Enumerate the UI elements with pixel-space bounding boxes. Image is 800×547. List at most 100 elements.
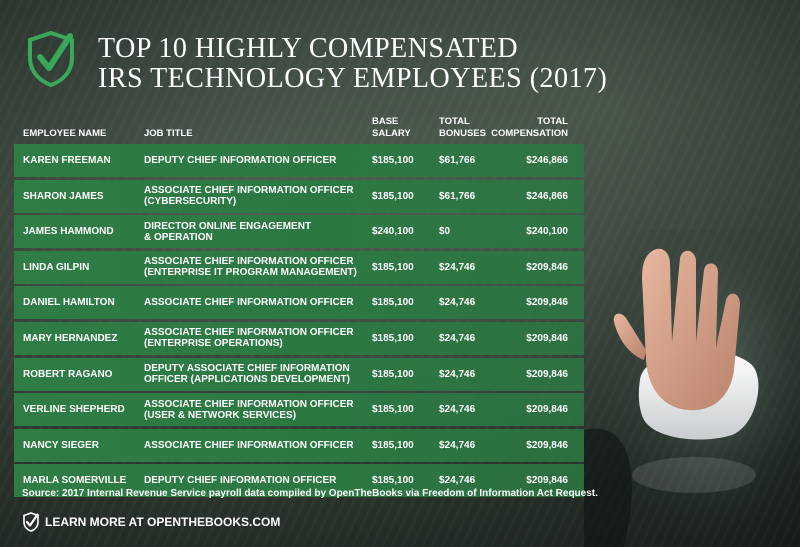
header-base-salary: BASE SALARY — [372, 116, 411, 140]
total-compensation: $246,866 — [526, 190, 568, 202]
job-title: ASSOCIATE CHIEF INFORMATION OFFICER — [144, 286, 369, 319]
total-compensation: $209,846 — [526, 368, 568, 380]
header-bonus-line-1: TOTAL — [439, 116, 470, 127]
job-title: ASSOCIATE CHIEF INFORMATION OFFICER (ENTE… — [144, 322, 369, 355]
table-row: MARY HERNANDEZ ASSOCIATE CHIEF INFORMATI… — [14, 321, 584, 355]
job-title-line-1: ASSOCIATE CHIEF INFORMATION OFFICER — [144, 398, 354, 410]
job-title-line-2: & OPERATION — [144, 231, 213, 243]
job-title: ASSOCIATE CHIEF INFORMATION OFFICER (USER… — [144, 393, 369, 426]
employee-name: DANIEL HAMILTON — [23, 297, 115, 309]
employee-name: JAMES HAMMOND — [23, 226, 114, 238]
job-title: DEPUTY CHIEF INFORMATION OFFICER — [144, 144, 369, 177]
job-title: ASSOCIATE CHIEF INFORMATION OFFICER — [144, 429, 369, 462]
job-title: ASSOCIATE CHIEF INFORMATION OFFICER (CYBE… — [144, 180, 369, 213]
mouse-reflection — [632, 457, 756, 493]
total-compensation: $209,846 — [526, 404, 568, 416]
table-body: KAREN FREEMAN DEPUTY CHIEF INFORMATION O… — [14, 144, 584, 498]
header-job-title: JOB TITLE — [144, 128, 193, 139]
employee-name: LINDA GILPIN — [23, 261, 90, 273]
total-compensation: $209,846 — [526, 261, 568, 273]
job-title: ASSOCIATE CHIEF INFORMATION OFFICER (ENTE… — [144, 251, 369, 284]
header-total-line-1: TOTAL — [537, 116, 568, 127]
page-title: TOP 10 HIGHLY COMPENSATED IRS TECHNOLOGY… — [98, 34, 607, 94]
total-bonuses: $61,766 — [439, 190, 476, 202]
job-title-line-1: ASSOCIATE CHIEF INFORMATION OFFICER — [144, 439, 354, 451]
base-salary: $185,100 — [372, 190, 414, 202]
table-row: LINDA GILPIN ASSOCIATE CHIEF INFORMATION… — [14, 250, 584, 284]
table-row: MARLA SOMERVILLE DEPUTY CHIEF INFORMATIO… — [14, 464, 584, 498]
base-salary: $185,100 — [372, 261, 414, 273]
header-base-line-2: SALARY — [372, 128, 411, 139]
header-total-bonuses: TOTAL BONUSES — [439, 116, 486, 140]
total-bonuses: $24,746 — [439, 475, 476, 487]
base-salary: $185,100 — [372, 439, 414, 451]
job-title-line-2: (ENTERPRISE IT PROGRAM MANAGEMENT) — [144, 267, 357, 279]
table-header: EMPLOYEE NAME JOB TITLE BASE SALARY TOTA… — [14, 108, 584, 144]
total-compensation: $246,866 — [526, 155, 568, 166]
table-row: NANCY SIEGER ASSOCIATE CHIEF INFORMATION… — [14, 428, 584, 462]
total-bonuses: $24,746 — [439, 439, 476, 451]
total-bonuses: $24,746 — [439, 404, 476, 416]
total-compensation: $209,846 — [526, 332, 568, 344]
employee-name: ROBERT RAGANO — [23, 368, 113, 380]
employee-name: MARY HERNANDEZ — [23, 332, 118, 344]
table-row: ROBERT RAGANO DEPUTY ASSOCIATE CHIEF INF… — [14, 357, 584, 391]
job-title-line-1: DEPUTY CHIEF INFORMATION OFFICER — [144, 155, 337, 166]
job-title: DEPUTY CHIEF INFORMATION OFFICER — [144, 464, 369, 497]
total-bonuses: $61,766 — [439, 155, 476, 166]
employee-name: MARLA SOMERVILLE — [23, 475, 127, 487]
compensation-table: EMPLOYEE NAME JOB TITLE BASE SALARY TOTA… — [14, 108, 584, 500]
shield-check-icon — [23, 512, 39, 532]
total-bonuses: $24,746 — [439, 332, 476, 344]
table-row: SHARON JAMES ASSOCIATE CHIEF INFORMATION… — [14, 179, 584, 213]
hand-on-mouse-photo — [584, 230, 800, 547]
base-salary: $185,100 — [372, 475, 414, 487]
job-title-line-1: ASSOCIATE CHIEF INFORMATION OFFICER — [144, 185, 354, 197]
employee-name: VERLINE SHEPHERD — [23, 404, 125, 416]
base-salary: $185,100 — [372, 404, 414, 416]
base-salary: $185,100 — [372, 297, 414, 309]
base-salary: $185,100 — [372, 368, 414, 380]
total-compensation: $209,846 — [526, 297, 568, 309]
source-note: Source: 2017 Internal Revenue Service pa… — [22, 488, 598, 499]
header-total-compensation: TOTAL COMPENSATION — [491, 116, 568, 140]
job-title: DEPUTY ASSOCIATE CHIEF INFORMATION OFFICE… — [144, 358, 369, 391]
header-total-line-2: COMPENSATION — [491, 128, 568, 139]
employee-name: NANCY SIEGER — [23, 439, 99, 451]
base-salary: $185,100 — [372, 155, 414, 166]
learn-more-link[interactable]: LEARN MORE AT OPENTHEBOOKS.COM — [22, 511, 280, 533]
hand — [642, 248, 740, 411]
total-bonuses: $24,746 — [439, 368, 476, 380]
table-row: DANIEL HAMILTON ASSOCIATE CHIEF INFORMAT… — [14, 286, 584, 320]
table-row: JAMES HAMMOND DIRECTOR ONLINE ENGAGEMENT… — [14, 215, 584, 249]
job-title-line-1: ASSOCIATE CHIEF INFORMATION OFFICER — [144, 327, 354, 339]
job-title-line-2: (USER & NETWORK SERVICES) — [144, 409, 297, 421]
base-salary: $240,100 — [372, 226, 414, 238]
base-salary: $185,100 — [372, 332, 414, 344]
job-title-line-1: ASSOCIATE CHIEF INFORMATION OFFICER — [144, 297, 354, 309]
table-row: VERLINE SHEPHERD ASSOCIATE CHIEF INFORMA… — [14, 393, 584, 427]
employee-name: KAREN FREEMAN — [23, 155, 111, 166]
job-title-line-1: DEPUTY ASSOCIATE CHIEF INFORMATION — [144, 363, 350, 375]
total-compensation: $209,846 — [526, 439, 568, 451]
job-title: DIRECTOR ONLINE ENGAGEMENT & OPERATION — [144, 215, 369, 248]
header-employee-name: EMPLOYEE NAME — [23, 128, 107, 139]
shield-check-icon — [28, 30, 74, 88]
header-bonus-line-2: BONUSES — [439, 128, 486, 139]
total-compensation: $240,100 — [526, 226, 568, 238]
total-bonuses: $0 — [439, 226, 451, 238]
job-title-line-2: OFFICER (APPLICATIONS DEVELOPMENT) — [144, 374, 350, 386]
title-line-1: TOP 10 HIGHLY COMPENSATED — [98, 33, 519, 64]
job-title-line-1: ASSOCIATE CHIEF INFORMATION OFFICER — [144, 256, 354, 268]
total-bonuses: $24,746 — [439, 261, 476, 273]
job-title-line-2: (ENTERPRISE OPERATIONS) — [144, 338, 283, 350]
title-line-2: IRS TECHNOLOGY EMPLOYEES (2017) — [98, 63, 608, 94]
total-compensation: $209,846 — [526, 475, 568, 487]
job-title-line-2: (CYBERSECURITY) — [144, 196, 237, 208]
total-bonuses: $24,746 — [439, 297, 476, 309]
header-base-line-1: BASE — [372, 116, 399, 127]
table-row: KAREN FREEMAN DEPUTY CHIEF INFORMATION O… — [14, 144, 584, 177]
job-title-line-1: DIRECTOR ONLINE ENGAGEMENT — [144, 220, 312, 232]
employee-name: SHARON JAMES — [23, 190, 104, 202]
learn-more-text: LEARN MORE AT OPENTHEBOOKS.COM — [45, 515, 281, 529]
